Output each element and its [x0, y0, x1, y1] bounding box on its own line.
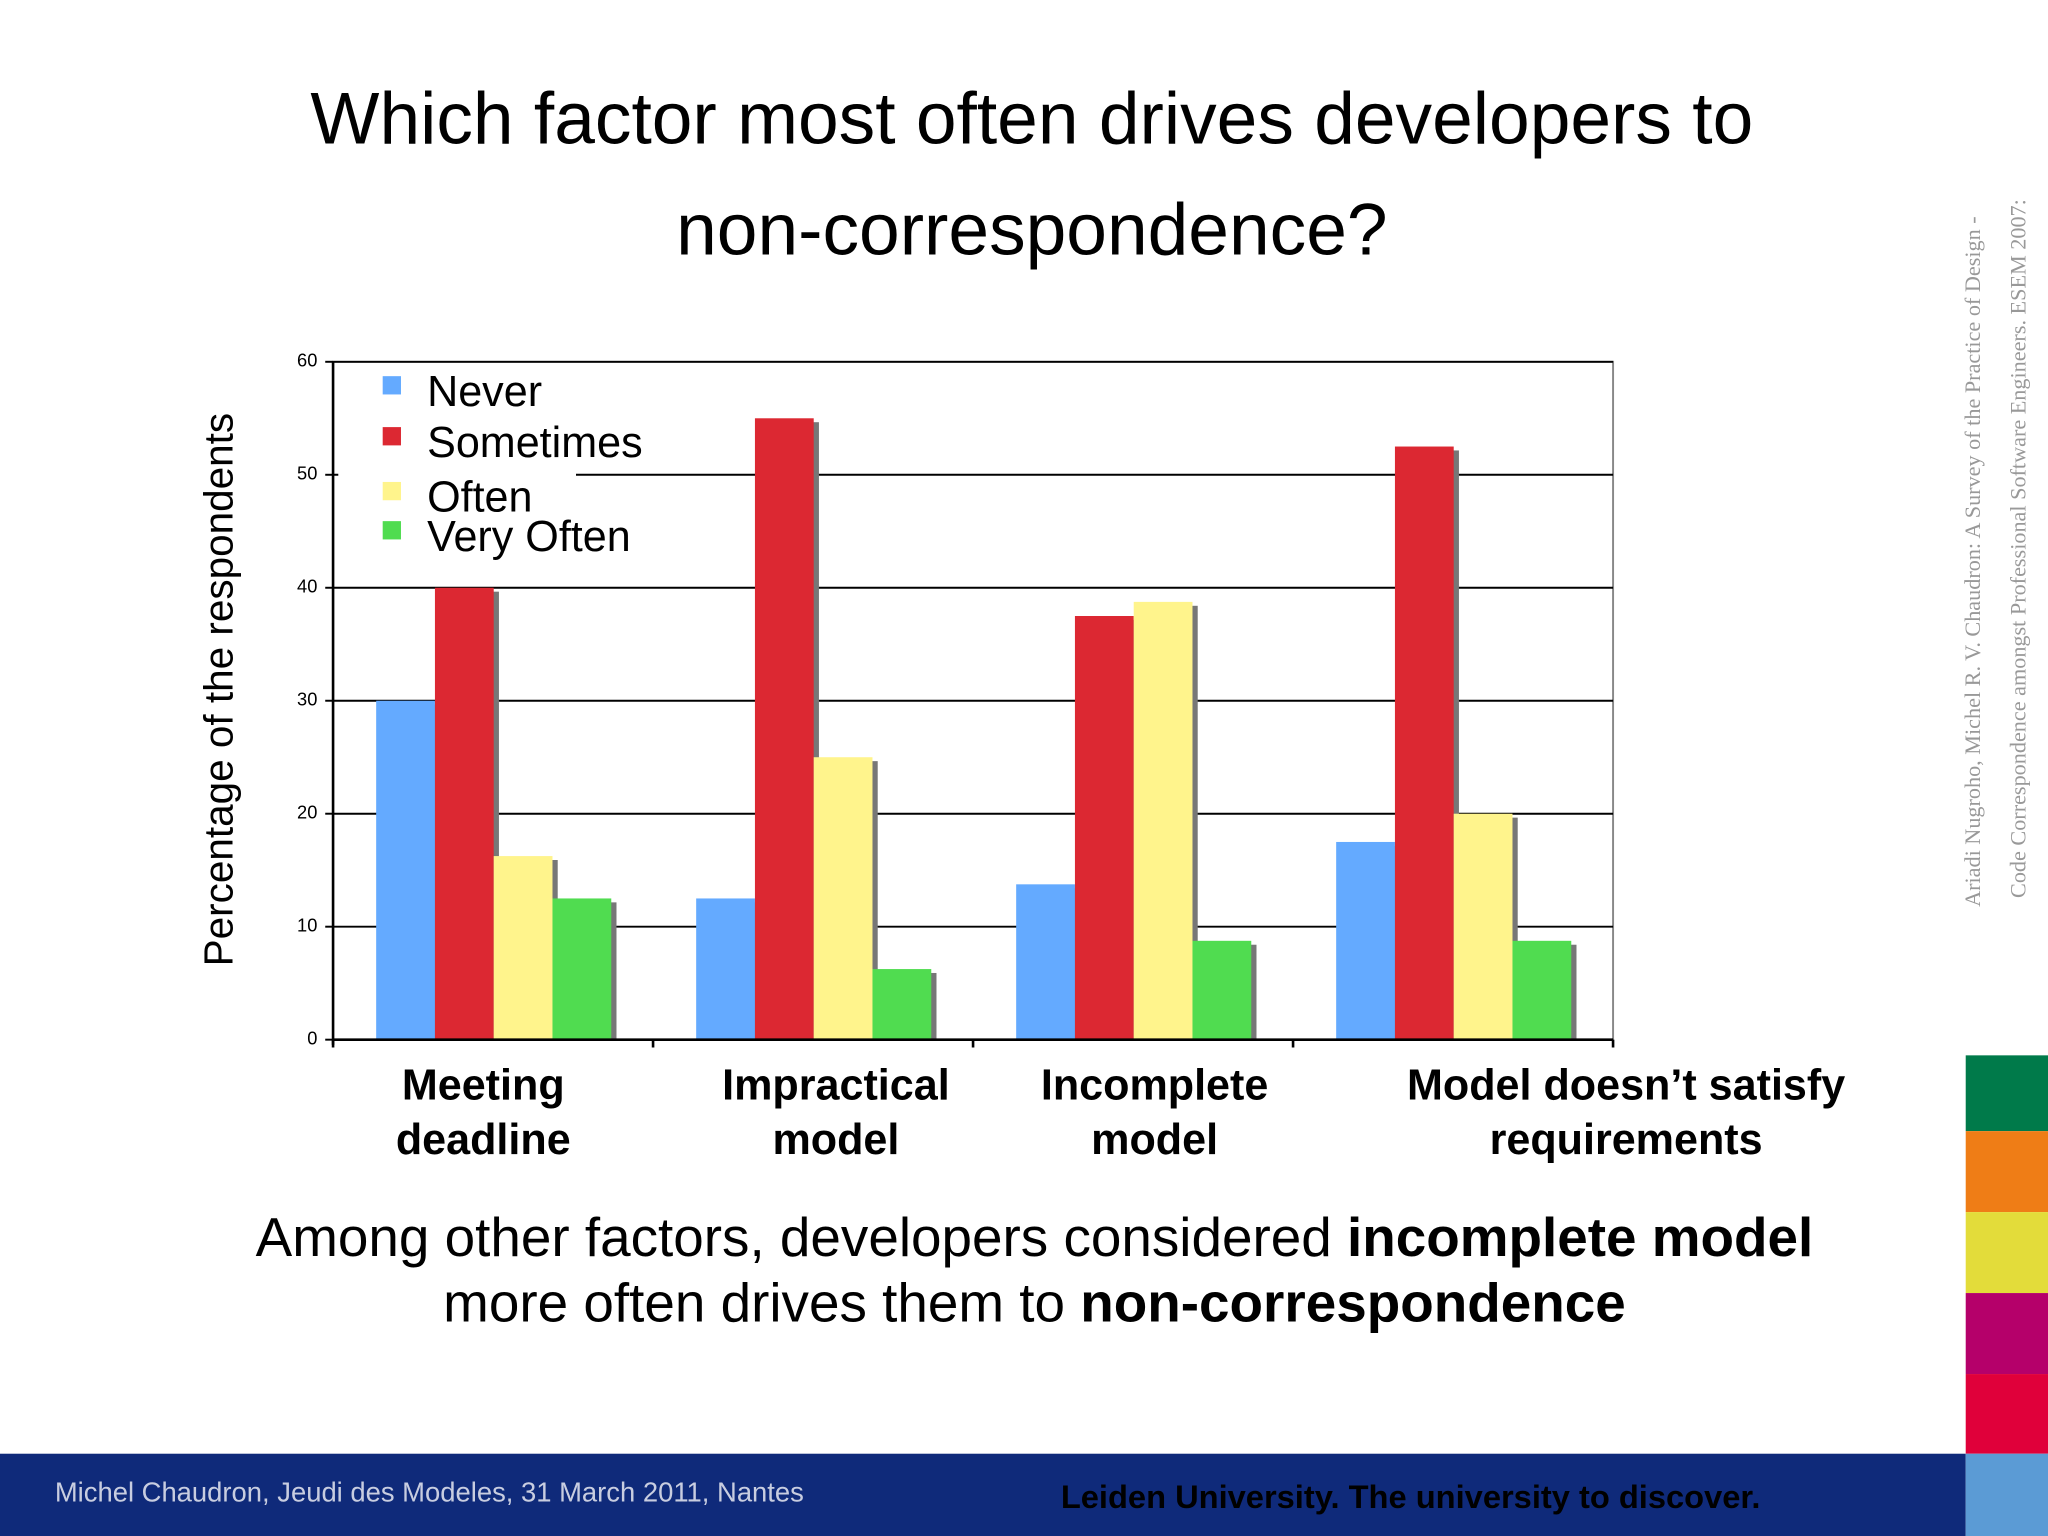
- bar: [376, 700, 435, 1040]
- bar: [1133, 601, 1193, 1040]
- bar: [1074, 616, 1134, 1040]
- legend-swatch: [382, 427, 401, 446]
- conclusion-segment: Among other factors, developers consider…: [256, 1207, 1347, 1269]
- bar: [1512, 940, 1572, 1040]
- legend-box: [338, 367, 576, 566]
- bar: [813, 757, 873, 1040]
- x-tick-label: model: [772, 1116, 899, 1164]
- bar: [872, 969, 932, 1040]
- bar: [696, 898, 755, 1040]
- y-tick-label: 40: [297, 576, 317, 597]
- x-tick-label: deadline: [396, 1116, 571, 1164]
- legend-label: Never: [427, 368, 542, 416]
- conclusion-segment: incomplete model: [1347, 1207, 1813, 1269]
- legend-label: Very Often: [427, 513, 631, 561]
- y-tick-label: 60: [297, 350, 317, 371]
- y-tick-label: 10: [297, 915, 317, 936]
- x-tick-label: requirements: [1490, 1116, 1763, 1164]
- y-tick-label: 0: [307, 1028, 317, 1049]
- footer-bar: [0, 1453, 1966, 1536]
- y-tick-label: 50: [297, 463, 317, 484]
- bar: [754, 418, 814, 1040]
- conclusion-line: more often drives them to non-correspond…: [443, 1272, 1626, 1334]
- bar: [1453, 813, 1513, 1040]
- bar: [1394, 446, 1454, 1040]
- legend-label: Sometimes: [427, 419, 643, 467]
- citation-line: Code Correspondence amongst Professional…: [2006, 199, 2031, 898]
- legend-swatch: [382, 521, 401, 540]
- stripe: [1965, 1293, 2048, 1375]
- conclusion-segment: non-correspondence: [1080, 1272, 1625, 1334]
- x-tick-label: model: [1091, 1116, 1218, 1164]
- x-tick-label: Model doesn’t satisfy: [1407, 1061, 1845, 1109]
- bar: [552, 898, 612, 1040]
- x-tick-label: Meeting: [402, 1061, 565, 1109]
- stripe: [1965, 1131, 2048, 1213]
- footer-right: Leiden University. The university to dis…: [1061, 1478, 1761, 1515]
- stripe: [1965, 1453, 2048, 1536]
- legend-swatch: [382, 376, 401, 395]
- y-axis-label: Percentage of the respondents: [196, 413, 242, 966]
- bar: [493, 856, 553, 1040]
- conclusion-segment: more often drives them to: [443, 1272, 1080, 1334]
- x-tick-label: Incomplete: [1041, 1061, 1268, 1109]
- bar: [1192, 940, 1252, 1040]
- bar: [1016, 884, 1075, 1040]
- title-line: Which factor most often drives developer…: [310, 78, 1753, 159]
- bar: [1336, 841, 1395, 1040]
- citation-line: Ariadi Nugroho, Michel R. V. Chaudron: A…: [1960, 216, 1985, 907]
- bar: [434, 587, 494, 1040]
- title-line: non-correspondence?: [676, 189, 1387, 270]
- legend-swatch: [382, 481, 401, 501]
- stripe: [1965, 1212, 2048, 1294]
- legend-label: Often: [427, 474, 532, 522]
- y-tick-label: 20: [297, 802, 317, 823]
- footer-left: Michel Chaudron, Jeudi des Modeles, 31 M…: [55, 1476, 804, 1507]
- conclusion-line: Among other factors, developers consider…: [256, 1207, 1814, 1269]
- stripe: [1965, 1055, 2048, 1132]
- stripe: [1965, 1374, 2048, 1454]
- x-tick-label: Impractical: [722, 1061, 950, 1109]
- y-tick-label: 30: [297, 689, 317, 710]
